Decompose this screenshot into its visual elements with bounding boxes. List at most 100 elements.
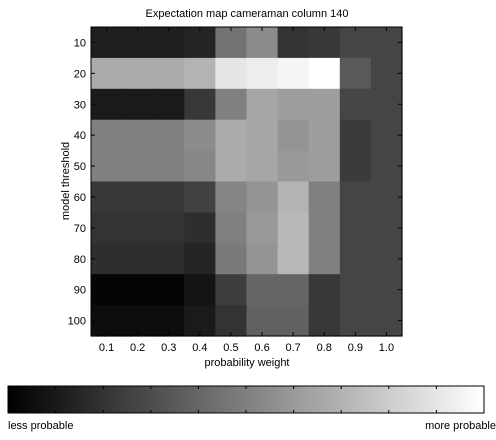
heatmap-cell-r1-c8 — [308, 27, 341, 59]
y-tick-label: 10 — [74, 37, 86, 49]
heatmap-cell-r1-c3 — [153, 27, 185, 59]
heatmap-cell-r2-c3 — [153, 57, 185, 90]
heatmap-cell-r9-c8 — [308, 274, 341, 306]
heatmap-cell-r1-c5 — [215, 27, 248, 59]
y-tick-label: 90 — [74, 285, 86, 297]
y-tick-labels: 10 20 30 40 50 60 70 80 90 100 — [68, 37, 86, 327]
heatmap-cell-r1-c6 — [246, 27, 279, 59]
heatmap-cell-r1-c1 — [91, 27, 123, 59]
heatmap-cell-r2-c10 — [370, 57, 403, 90]
heatmap-cell-r5-c10 — [370, 150, 403, 183]
heatmap-cell-r6-c5 — [215, 181, 248, 213]
heatmap-cell-r9-c2 — [122, 274, 154, 306]
heatmap-cell-r3-c8 — [308, 88, 341, 121]
heatmap-cell-r7-c1 — [91, 212, 123, 244]
heatmap-cell-r6-c2 — [122, 181, 154, 213]
y-axis-label: model threshold — [60, 142, 72, 220]
heatmap-cell-r8-c2 — [122, 243, 154, 275]
heatmap-cell-r7-c4 — [184, 212, 216, 244]
heatmap-cell-r3-c10 — [370, 88, 403, 121]
heatmap-cell-r1-c4 — [184, 27, 216, 59]
y-tick-label: 80 — [74, 254, 86, 266]
heatmap-cell-r4-c5 — [215, 119, 248, 152]
heatmap-cell-r2-c5 — [215, 57, 248, 90]
heatmap-cell-r6-c4 — [184, 181, 216, 213]
heatmap-cell-r1-c9 — [339, 27, 372, 59]
heatmap-cell-r3-c7 — [277, 88, 310, 121]
colorbar-ticks — [55, 386, 437, 413]
heatmap-cell-r8-c6 — [246, 243, 279, 275]
heatmap-cell-r4-c4 — [184, 119, 216, 152]
heatmap-cell-r7-c10 — [370, 212, 403, 244]
heatmap-cell-r4-c2 — [122, 119, 154, 152]
heatmap-cell-r7-c8 — [308, 212, 341, 244]
y-tick-label: 100 — [68, 316, 86, 328]
y-tick-label: 60 — [74, 192, 86, 204]
colorbar — [7, 385, 485, 414]
heatmap-cell-r9-c1 — [91, 274, 123, 306]
heatmap-cell-r1-c7 — [277, 27, 310, 59]
y-tick-label: 70 — [74, 223, 86, 235]
heatmap-cell-r10-c3 — [153, 305, 185, 337]
heatmap-cell-r10-c4 — [184, 305, 216, 337]
plot-frame — [90, 26, 403, 337]
heatmap-cell-r9-c6 — [246, 274, 279, 306]
heatmap-cell-r9-c10 — [370, 274, 403, 306]
heatmap-cell-r10-c1 — [91, 305, 123, 337]
heatmap-cell-r7-c2 — [122, 212, 154, 244]
y-tick-label: 30 — [74, 99, 86, 111]
heatmap-cell-r5-c4 — [184, 150, 216, 183]
heatmap-cell-r2-c2 — [122, 57, 154, 90]
heatmap-cell-r2-c1 — [91, 57, 123, 90]
heatmap-cell-r6-c7 — [277, 181, 310, 213]
x-tick-labels: 0.1 0.2 0.3 0.4 0.5 0.6 0.7 0.8 0.9 1.0 — [99, 342, 394, 354]
heatmap-cell-r3-c1 — [91, 88, 123, 121]
heatmap-cell-r4-c9 — [339, 119, 372, 152]
x-axis-label: probability weight — [205, 357, 290, 369]
heatmap-cell-r10-c5 — [215, 305, 248, 337]
heatmap-cell-r3-c4 — [184, 88, 216, 121]
heatmap-cell-r9-c3 — [153, 274, 185, 306]
heatmap-cell-r7-c3 — [153, 212, 185, 244]
heatmap-cell-r10-c8 — [308, 305, 341, 337]
heatmap-cell-r2-c9 — [339, 57, 372, 90]
heatmap-cell-r10-c10 — [370, 305, 403, 337]
heatmap-cell-r2-c4 — [184, 57, 216, 90]
heatmap-cell-r6-c10 — [370, 181, 403, 213]
heatmap-cell-r3-c6 — [246, 88, 279, 121]
x-tick-label: 1.0 — [379, 342, 394, 354]
heatmap-cell-r3-c2 — [122, 88, 154, 121]
heatmap-cell-r4-c8 — [308, 119, 341, 152]
heatmap-cell-r10-c6 — [246, 305, 279, 337]
heatmap-cell-r6-c8 — [308, 181, 341, 213]
heatmap-cell-r5-c9 — [339, 150, 372, 183]
heatmap-cell-r8-c9 — [339, 243, 372, 275]
heatmap-cell-r10-c7 — [277, 305, 310, 337]
x-tick-label: 0.5 — [223, 342, 238, 354]
x-tick-label: 0.4 — [192, 342, 207, 354]
heatmap-cell-r6-c1 — [91, 181, 123, 213]
heatmap-cell-r8-c3 — [153, 243, 185, 275]
heatmap-cell-r2-c6 — [246, 57, 279, 90]
heatmap-cell-r10-c9 — [339, 305, 372, 337]
heatmap-cell-r7-c6 — [246, 212, 279, 244]
heatmap-cell-r8-c4 — [184, 243, 216, 275]
heatmap-cell-r8-c1 — [91, 243, 123, 275]
y-tick-label: 50 — [74, 161, 86, 173]
heatmap-cell-r4-c6 — [246, 119, 279, 152]
x-tick-label: 0.8 — [317, 342, 332, 354]
heatmap-cell-r9-c4 — [184, 274, 216, 306]
heatmap-cell-r1-c2 — [122, 27, 154, 59]
heatmap-cell-r8-c7 — [277, 243, 310, 275]
heatmap-cell-r3-c5 — [215, 88, 248, 121]
heatmap-cell-r7-c7 — [277, 212, 310, 244]
heatmap-cell-r6-c3 — [153, 181, 185, 213]
heatmap-cell-r9-c5 — [215, 274, 248, 306]
heatmap-cell-r7-c5 — [215, 212, 248, 244]
heatmap-cell-r6-c6 — [246, 181, 279, 213]
heatmap-cell-r2-c8 — [308, 57, 341, 90]
heatmap-cell-r5-c1 — [91, 150, 123, 183]
heatmap-cells — [91, 27, 403, 337]
